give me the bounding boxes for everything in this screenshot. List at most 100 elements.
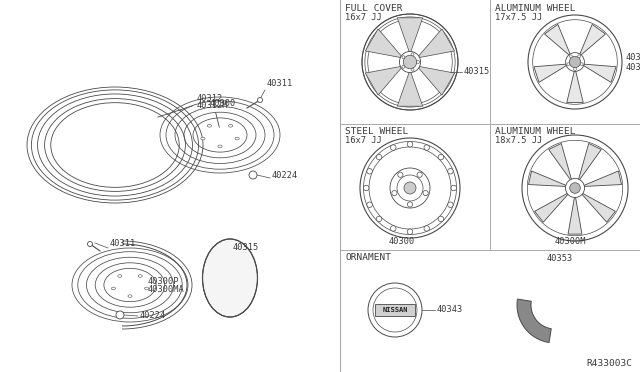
Circle shape	[424, 145, 429, 150]
Polygon shape	[568, 198, 582, 234]
Polygon shape	[534, 64, 566, 82]
Polygon shape	[584, 64, 616, 82]
Circle shape	[573, 68, 577, 70]
Polygon shape	[529, 171, 566, 186]
Circle shape	[570, 57, 580, 68]
Circle shape	[392, 190, 397, 196]
Circle shape	[376, 216, 382, 222]
Circle shape	[368, 283, 422, 337]
Ellipse shape	[145, 287, 148, 290]
Ellipse shape	[118, 275, 122, 277]
Circle shape	[364, 185, 369, 191]
Circle shape	[447, 202, 453, 208]
Text: 16x7 JJ: 16x7 JJ	[345, 136, 381, 145]
Circle shape	[570, 183, 580, 193]
Polygon shape	[397, 18, 422, 51]
Circle shape	[402, 56, 405, 59]
Polygon shape	[567, 71, 583, 103]
Circle shape	[417, 172, 422, 177]
Circle shape	[567, 63, 570, 65]
Text: 40315: 40315	[233, 244, 259, 253]
Circle shape	[438, 154, 444, 160]
Text: 40300: 40300	[389, 237, 415, 246]
Polygon shape	[517, 299, 551, 343]
Circle shape	[566, 52, 584, 71]
Circle shape	[390, 226, 396, 231]
Circle shape	[407, 141, 413, 147]
Circle shape	[578, 55, 580, 58]
Polygon shape	[534, 193, 568, 222]
Circle shape	[424, 226, 429, 231]
Polygon shape	[582, 193, 616, 222]
Circle shape	[447, 169, 453, 174]
Ellipse shape	[111, 287, 115, 290]
Circle shape	[408, 202, 413, 207]
Polygon shape	[545, 25, 570, 55]
Text: 40315: 40315	[464, 67, 490, 77]
Circle shape	[566, 179, 584, 198]
Circle shape	[399, 51, 420, 73]
Ellipse shape	[228, 125, 233, 127]
Ellipse shape	[207, 125, 211, 127]
Circle shape	[373, 288, 417, 332]
Circle shape	[451, 185, 456, 191]
Polygon shape	[365, 29, 401, 58]
Polygon shape	[579, 144, 602, 180]
Ellipse shape	[128, 295, 132, 297]
Circle shape	[360, 138, 460, 238]
Text: 40224: 40224	[272, 171, 298, 180]
Polygon shape	[584, 171, 621, 186]
Text: 40343: 40343	[437, 305, 463, 314]
Circle shape	[367, 202, 372, 208]
Polygon shape	[365, 67, 401, 95]
Circle shape	[417, 61, 420, 64]
Circle shape	[390, 145, 396, 150]
Polygon shape	[580, 25, 605, 55]
Text: 40312: 40312	[197, 94, 223, 103]
Text: FULL COVER: FULL COVER	[345, 4, 403, 13]
Circle shape	[438, 216, 444, 222]
Ellipse shape	[218, 145, 222, 148]
Circle shape	[376, 154, 382, 160]
Text: 17x7.5 JJ: 17x7.5 JJ	[495, 13, 542, 22]
Polygon shape	[397, 73, 422, 106]
Ellipse shape	[138, 275, 142, 277]
Polygon shape	[548, 144, 572, 180]
Circle shape	[411, 53, 414, 56]
Text: 40311: 40311	[267, 79, 293, 88]
Circle shape	[398, 172, 403, 177]
Text: 40300P: 40300P	[148, 278, 179, 286]
Circle shape	[88, 241, 93, 247]
Ellipse shape	[201, 137, 205, 140]
Circle shape	[402, 65, 405, 68]
Text: 18x7.5 JJ: 18x7.5 JJ	[495, 136, 542, 145]
Text: 40300MA: 40300MA	[148, 285, 185, 295]
Text: 40311: 40311	[110, 238, 136, 247]
Text: NISSAN: NISSAN	[382, 307, 408, 313]
Polygon shape	[419, 29, 454, 58]
Text: R433003C: R433003C	[586, 359, 632, 368]
Ellipse shape	[235, 137, 239, 140]
Circle shape	[407, 229, 413, 234]
Text: 40300MA: 40300MA	[626, 62, 640, 71]
Text: STEEL WHEEL: STEEL WHEEL	[345, 127, 408, 136]
Circle shape	[404, 182, 416, 194]
Text: ALUMINUM WHEEL: ALUMINUM WHEEL	[495, 4, 575, 13]
Text: 40312M: 40312M	[197, 101, 228, 110]
Circle shape	[411, 68, 414, 71]
Circle shape	[528, 15, 622, 109]
Circle shape	[522, 135, 628, 241]
Circle shape	[403, 55, 417, 69]
Text: 40300: 40300	[210, 99, 236, 108]
FancyBboxPatch shape	[375, 304, 415, 316]
Text: 40353: 40353	[547, 254, 573, 263]
Circle shape	[249, 171, 257, 179]
Circle shape	[367, 169, 372, 174]
Circle shape	[570, 55, 572, 58]
Circle shape	[362, 14, 458, 110]
Circle shape	[580, 63, 583, 65]
Text: 40300M: 40300M	[554, 237, 586, 246]
Polygon shape	[419, 67, 454, 95]
Text: 40224: 40224	[140, 311, 166, 320]
Circle shape	[257, 97, 262, 103]
